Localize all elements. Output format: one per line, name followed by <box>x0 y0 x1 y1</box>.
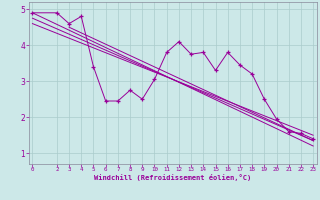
X-axis label: Windchill (Refroidissement éolien,°C): Windchill (Refroidissement éolien,°C) <box>94 174 252 181</box>
